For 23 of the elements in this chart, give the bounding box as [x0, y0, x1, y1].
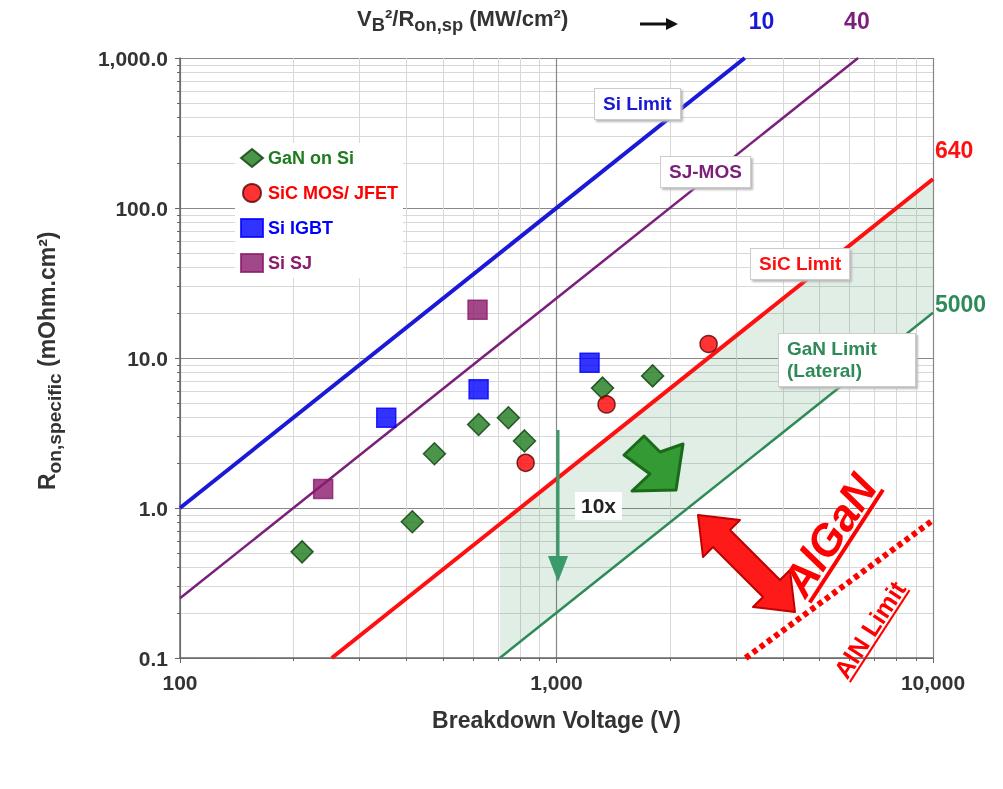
legend-label: Si IGBT — [268, 218, 334, 238]
series-label: SJ-MOS — [660, 156, 751, 188]
x-tick-label: 100 — [162, 671, 198, 694]
annotation: 10x — [575, 492, 623, 520]
y-tick-label: 100.0 — [115, 196, 168, 220]
annotation: 10 — [748, 8, 775, 35]
series-label: Si Limit — [594, 88, 681, 120]
y-tick-label: 1,000.0 — [97, 46, 168, 70]
legend-label: Si SJ — [268, 253, 313, 273]
series-label: SiC Limit — [750, 248, 851, 280]
x-tick-label: 10,000 — [900, 671, 966, 694]
y-tick-label: 1.0 — [138, 496, 168, 520]
text: V$_{B}$²/R$_{on,sp}$ (MW/cm²) — [357, 6, 569, 37]
legend-label: SiC MOS/ JFET — [268, 183, 399, 203]
legend-label: GaN on Si — [268, 148, 355, 168]
x-tick-label: 1,000 — [530, 671, 583, 694]
y-tick-label: 10.0 — [127, 346, 168, 370]
series-label: GaN Limit (Lateral) — [778, 333, 916, 387]
annotation: 640 — [935, 137, 974, 165]
annotation: 40 — [844, 8, 870, 35]
annotation: 5000 — [935, 290, 987, 318]
y-tick-label: 0.1 — [138, 646, 169, 670]
x-axis-title: Breakdown Voltage (V) — [432, 706, 681, 733]
